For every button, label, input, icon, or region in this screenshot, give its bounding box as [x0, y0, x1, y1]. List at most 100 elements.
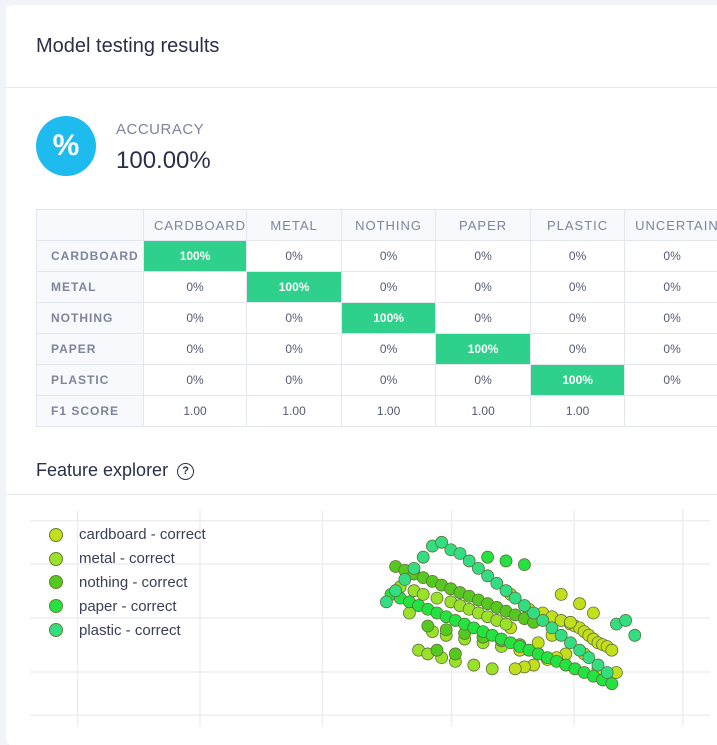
scatter-point[interactable] — [440, 624, 452, 636]
scatter-point[interactable] — [500, 618, 512, 630]
matrix-cell: 0% — [531, 241, 625, 272]
scatter-point[interactable] — [518, 559, 530, 571]
matrix-cell: 0% — [144, 303, 247, 334]
matrix-col-header: METAL — [247, 210, 342, 241]
matrix-cell: 0% — [625, 334, 717, 365]
matrix-cell: 0% — [144, 365, 247, 396]
f1-cell: 1.00 — [531, 396, 625, 427]
legend-item[interactable]: cardboard - correct — [46, 523, 206, 547]
matrix-cell: 0% — [144, 272, 247, 303]
matrix-row: PLASTIC 0% 0% 0% 0% 100% 0% — [37, 365, 717, 396]
scatter-point[interactable] — [486, 663, 498, 675]
matrix-row: PAPER 0% 0% 0% 100% 0% 0% — [37, 334, 717, 365]
matrix-cell: 0% — [531, 272, 625, 303]
accuracy-label: ACCURACY — [116, 121, 204, 138]
matrix-row-header: PAPER — [37, 334, 144, 365]
matrix-cell: 0% — [436, 365, 531, 396]
scatter-point[interactable] — [620, 614, 632, 626]
scatter-point[interactable] — [606, 644, 618, 656]
matrix-cell: 0% — [436, 241, 531, 272]
f1-score-row: F1 SCORE 1.00 1.00 1.00 1.00 1.00 — [37, 396, 717, 427]
scatter-point[interactable] — [629, 629, 641, 641]
scatter-point[interactable] — [380, 596, 392, 608]
matrix-cell: 0% — [247, 241, 342, 272]
matrix-col-header: PAPER — [436, 210, 531, 241]
matrix-row: CARDBOARD 100% 0% 0% 0% 0% 0% — [37, 241, 717, 272]
matrix-header-row: CARDBOARD METAL NOTHING PAPER PLASTIC UN… — [37, 210, 717, 241]
matrix-cell: 0% — [625, 272, 717, 303]
matrix-cell: 0% — [247, 365, 342, 396]
scatter-point[interactable] — [606, 678, 618, 690]
matrix-row-header: CARDBOARD — [37, 241, 144, 272]
legend-marker — [49, 528, 63, 542]
scatter-point[interactable] — [509, 663, 521, 675]
matrix-corner — [37, 210, 144, 241]
legend-marker — [49, 575, 63, 589]
f1-cell — [625, 396, 717, 427]
matrix-cell: 0% — [531, 303, 625, 334]
legend-item[interactable]: nothing - correct — [46, 571, 206, 595]
legend-marker — [49, 599, 63, 613]
legend-item[interactable]: paper - correct — [46, 594, 206, 618]
scatter-point[interactable] — [408, 562, 420, 574]
legend-label: cardboard - correct — [79, 526, 206, 543]
scatter-point[interactable] — [449, 648, 461, 660]
scatter-point[interactable] — [431, 644, 443, 656]
legend-label: plastic - correct — [79, 622, 181, 639]
matrix-cell: 0% — [625, 303, 717, 334]
scatter-point[interactable] — [564, 616, 576, 628]
matrix-cell: 100% — [531, 365, 625, 396]
scatter-point[interactable] — [468, 659, 480, 671]
matrix-row: NOTHING 0% 0% 100% 0% 0% 0% — [37, 303, 717, 334]
confusion-matrix: CARDBOARD METAL NOTHING PAPER PLASTIC UN… — [36, 209, 717, 427]
scatter-point[interactable] — [431, 592, 443, 604]
scatter-point[interactable] — [417, 551, 429, 563]
matrix-cell: 0% — [436, 272, 531, 303]
matrix-cell: 100% — [144, 241, 247, 272]
scatter-point[interactable] — [601, 667, 613, 679]
f1-cell: 1.00 — [144, 396, 247, 427]
legend-label: paper - correct — [79, 598, 177, 615]
scatter-point[interactable] — [482, 551, 494, 563]
matrix-cell: 0% — [342, 241, 436, 272]
scatter-point[interactable] — [500, 555, 512, 567]
title-divider — [6, 87, 717, 88]
matrix-row-header: PLASTIC — [37, 365, 144, 396]
scatter-point[interactable] — [390, 585, 402, 597]
legend-item[interactable]: plastic - correct — [46, 618, 206, 642]
matrix-col-header: PLASTIC — [531, 210, 625, 241]
matrix-row-header: F1 SCORE — [37, 396, 144, 427]
feature-explorer-title: Feature explorer ? — [36, 460, 194, 481]
matrix-cell: 0% — [436, 303, 531, 334]
matrix-cell: 0% — [625, 241, 717, 272]
legend-label: metal - correct — [79, 550, 175, 567]
plot-legend: cardboard - correct metal - correct noth… — [46, 523, 206, 642]
matrix-cell: 100% — [342, 303, 436, 334]
percent-icon: % — [36, 116, 96, 176]
scatter-point[interactable] — [574, 598, 586, 610]
matrix-cell: 100% — [247, 272, 342, 303]
matrix-cell: 0% — [531, 334, 625, 365]
page-title: Model testing results — [36, 35, 219, 58]
scatter-point[interactable] — [399, 574, 411, 586]
matrix-cell: 0% — [247, 303, 342, 334]
scatter-point[interactable] — [417, 588, 429, 600]
matrix-row-header: METAL — [37, 272, 144, 303]
f1-cell: 1.00 — [342, 396, 436, 427]
matrix-row: METAL 0% 100% 0% 0% 0% 0% — [37, 272, 717, 303]
f1-cell: 1.00 — [247, 396, 342, 427]
matrix-col-header: NOTHING — [342, 210, 436, 241]
matrix-cell: 100% — [436, 334, 531, 365]
help-circle-icon[interactable]: ? — [177, 463, 194, 480]
feature-explorer-label: Feature explorer — [36, 460, 168, 480]
scatter-point[interactable] — [555, 588, 567, 600]
legend-item[interactable]: metal - correct — [46, 547, 206, 571]
f1-cell: 1.00 — [436, 396, 531, 427]
accuracy-value: 100.00% — [116, 147, 211, 175]
matrix-cell: 0% — [342, 365, 436, 396]
matrix-cell: 0% — [247, 334, 342, 365]
scatter-point[interactable] — [422, 620, 434, 632]
matrix-cell: 0% — [342, 272, 436, 303]
scatter-point[interactable] — [587, 607, 599, 619]
feature-explorer-divider — [6, 494, 717, 495]
